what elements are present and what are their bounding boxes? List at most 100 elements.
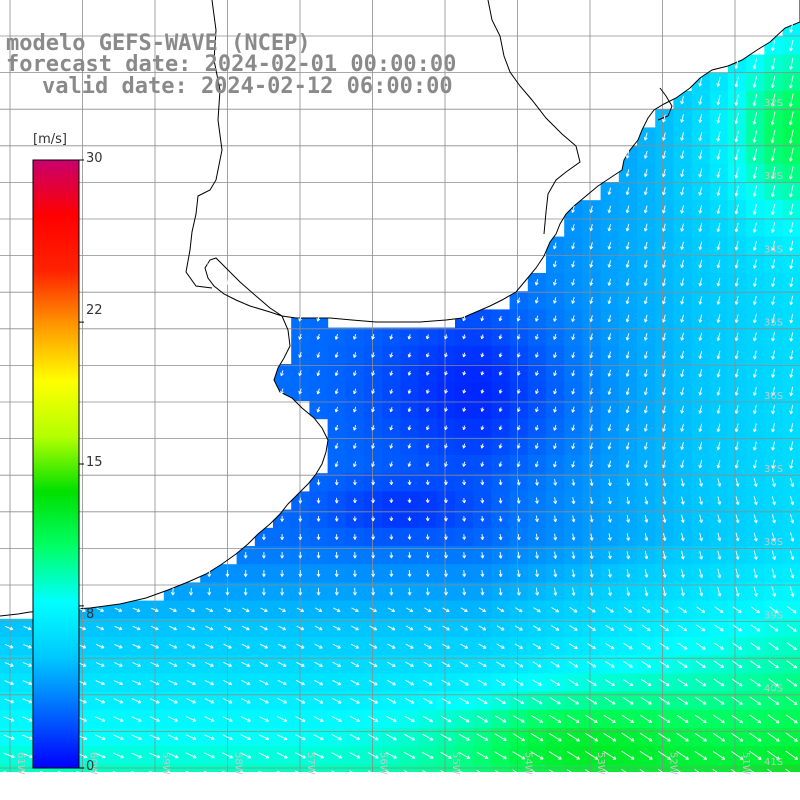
wind-arrow xyxy=(571,351,576,359)
wind-arrow xyxy=(225,279,230,286)
wind-arrow xyxy=(553,297,557,304)
field-cell xyxy=(782,473,800,492)
wind-arrow xyxy=(716,296,721,305)
wind-arrow xyxy=(698,350,703,360)
field-cell xyxy=(673,783,692,800)
wind-arrow xyxy=(425,352,430,358)
wind-arrow xyxy=(498,334,503,340)
field-cell xyxy=(437,783,456,800)
wind-arrow xyxy=(734,259,739,269)
field-cell xyxy=(309,783,328,800)
wind-arrow xyxy=(752,332,757,342)
wind-arrow xyxy=(459,789,470,795)
wind-arrow xyxy=(553,388,557,395)
wind-arrow xyxy=(676,788,688,796)
wind-arrow xyxy=(535,352,539,358)
longitude-label: 51W xyxy=(740,752,751,775)
wind-arrow xyxy=(698,314,703,323)
wind-arrow xyxy=(789,350,794,360)
field-cell xyxy=(491,764,511,772)
wind-arrow xyxy=(589,333,594,341)
wind-arrow xyxy=(58,789,69,794)
wind-arrow xyxy=(680,332,685,341)
field-cell xyxy=(182,783,201,800)
wind-arrow xyxy=(734,368,739,378)
wind-arrow xyxy=(643,351,648,359)
longitude-label: 52W xyxy=(668,752,679,775)
wind-arrow xyxy=(716,131,721,142)
field-cell xyxy=(782,764,800,772)
wind-arrow xyxy=(749,787,761,796)
field-cell xyxy=(400,783,419,800)
wind-arrow xyxy=(535,370,539,376)
wind-arrow xyxy=(589,278,594,286)
wind-arrow xyxy=(734,112,739,125)
wind-arrow xyxy=(662,278,666,287)
wind-arrow xyxy=(643,314,648,323)
wind-arrow xyxy=(40,789,51,794)
wind-arrow xyxy=(771,332,775,342)
wind-arrow xyxy=(440,789,451,795)
wind-arrow xyxy=(607,205,612,214)
wind-arrow xyxy=(589,351,594,359)
wind-arrow xyxy=(789,313,794,324)
wind-arrow xyxy=(789,39,794,52)
latitude-label: 36S xyxy=(764,391,783,402)
colorbar xyxy=(32,159,84,769)
field-cell xyxy=(783,783,800,800)
field-cell xyxy=(782,564,800,583)
wind-arrow xyxy=(716,77,721,87)
forecast-date: forecast date: 2024-02-01 00:00:00 xyxy=(6,52,457,77)
wind-arrow xyxy=(662,387,666,396)
wind-arrow xyxy=(716,113,721,124)
wind-arrow xyxy=(698,259,703,269)
wind-arrow xyxy=(698,113,703,124)
field-cell xyxy=(528,783,547,800)
wind-arrow xyxy=(444,370,448,376)
wind-arrow xyxy=(662,332,666,341)
wind-arrow xyxy=(625,387,630,396)
wind-arrow xyxy=(680,168,685,178)
wind-arrow xyxy=(698,77,703,87)
wind-arrow xyxy=(167,789,178,794)
field-cell xyxy=(382,783,401,800)
wind-arrow xyxy=(643,369,648,378)
wind-arrow xyxy=(698,186,703,196)
coastline-path xyxy=(0,0,800,617)
wind-arrow xyxy=(771,350,775,360)
wind-arrow xyxy=(752,314,757,324)
wind-arrow xyxy=(368,789,379,795)
field-cell xyxy=(109,783,128,800)
wind-arrow xyxy=(716,204,721,215)
wind-arrow xyxy=(713,788,725,796)
wind-arrow xyxy=(316,388,321,395)
field-cell xyxy=(782,491,800,511)
wind-arrow xyxy=(734,130,739,143)
wind-arrow xyxy=(625,241,630,250)
wind-arrow xyxy=(334,352,339,358)
wind-arrow xyxy=(334,388,339,395)
wind-arrow xyxy=(643,278,648,287)
wind-arrow xyxy=(770,185,776,198)
wind-arrow xyxy=(770,40,776,52)
border-path xyxy=(185,0,223,289)
field-cell xyxy=(473,764,492,772)
wind-arrow xyxy=(407,388,412,394)
wind-arrow xyxy=(788,166,794,180)
wind-arrow xyxy=(752,350,757,360)
wind-arrow xyxy=(789,57,794,70)
wind-arrow xyxy=(716,241,721,251)
wind-arrow xyxy=(571,260,575,268)
wind-arrow xyxy=(3,789,14,794)
wind-arrow xyxy=(625,314,630,323)
wind-arrow xyxy=(734,332,739,342)
wind-arrow xyxy=(534,297,539,304)
wind-arrow xyxy=(571,315,576,322)
wind-arrow xyxy=(280,370,284,377)
wind-arrow xyxy=(698,296,703,305)
field-cell xyxy=(637,783,656,800)
longitude-label: 59W xyxy=(160,752,171,775)
field-cell xyxy=(709,764,729,772)
wind-arrow xyxy=(131,789,142,794)
wind-arrow xyxy=(607,369,612,377)
